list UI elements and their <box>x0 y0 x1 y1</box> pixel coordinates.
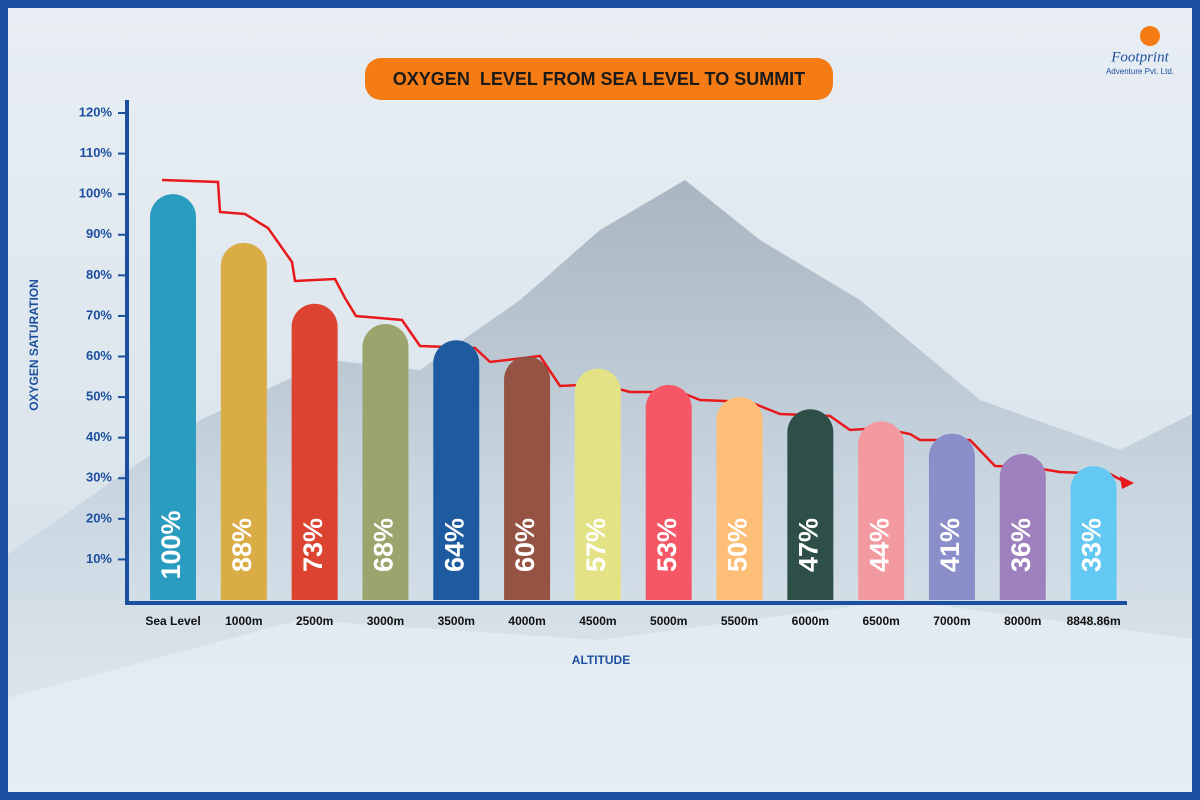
y-tick-label: 50% <box>86 389 112 404</box>
y-tick-label: 60% <box>86 348 112 363</box>
y-tick-label: 90% <box>86 226 112 241</box>
value-label: 53% <box>652 518 682 572</box>
bar <box>291 303 338 600</box>
bar <box>645 384 692 600</box>
value-label: 88% <box>227 518 257 572</box>
y-tick-label: 20% <box>86 510 112 525</box>
value-label: 36% <box>1006 518 1036 572</box>
value-label: 41% <box>935 518 965 572</box>
x-tick-label: 2500m <box>296 614 333 628</box>
bar <box>928 433 975 600</box>
value-label: 64% <box>439 518 469 572</box>
bar <box>1070 466 1117 600</box>
bar <box>858 421 905 600</box>
bar <box>362 324 409 600</box>
x-tick-label: 6500m <box>862 614 899 628</box>
y-tick-label: 100% <box>79 186 113 201</box>
y-tick-label: 40% <box>86 429 112 444</box>
bar <box>999 453 1046 600</box>
brand: Footprint <box>1110 49 1169 65</box>
value-label: 100% <box>156 510 186 579</box>
y-tick-label: 80% <box>86 267 112 282</box>
value-label: 57% <box>581 518 611 572</box>
bar <box>433 340 480 600</box>
bar <box>574 368 621 600</box>
x-tick-label: 3500m <box>438 614 475 628</box>
x-tick-label: 5500m <box>721 614 758 628</box>
chart-title: OXYGEN LEVEL FROM SEA LEVEL TO SUMMIT <box>393 69 805 89</box>
value-label: 47% <box>793 518 823 572</box>
value-label: 60% <box>510 518 540 572</box>
bar <box>504 356 551 600</box>
value-label: 50% <box>723 518 753 572</box>
y-tick-label: 120% <box>79 104 113 119</box>
brand-subtitle: Adventure Pvt. Ltd. <box>1106 67 1174 76</box>
bar <box>220 242 267 600</box>
value-label: 44% <box>864 518 894 572</box>
x-tick-label: 5000m <box>650 614 687 628</box>
x-axis-title: ALTITUDE <box>572 653 630 667</box>
trend-arrow <box>1120 476 1134 489</box>
y-axis-title: OXYGEN SATURATION <box>27 279 41 411</box>
x-tick-label: 3000m <box>367 614 404 628</box>
value-label: 33% <box>1077 518 1107 572</box>
x-tick-label: 8000m <box>1004 614 1041 628</box>
logo-icon <box>1140 26 1160 46</box>
x-tick-label: 4000m <box>508 614 545 628</box>
y-tick-label: 30% <box>86 470 112 485</box>
x-tick-label: 4500m <box>579 614 616 628</box>
x-tick-label: 7000m <box>933 614 970 628</box>
value-label: 73% <box>298 518 328 572</box>
title-pill <box>365 58 833 100</box>
bar <box>150 194 197 600</box>
snowfield <box>0 600 1200 800</box>
y-tick-label: 10% <box>86 551 112 566</box>
value-label: 68% <box>369 518 399 572</box>
bar <box>787 409 834 600</box>
x-tick-label: Sea Level <box>145 614 200 628</box>
y-tick-label: 110% <box>79 145 112 160</box>
bar <box>716 397 763 600</box>
x-tick-label: 8848.86m <box>1067 614 1121 628</box>
x-tick-label: 1000m <box>225 614 262 628</box>
x-tick-label: 6000m <box>792 614 829 628</box>
y-tick-label: 70% <box>86 307 112 322</box>
